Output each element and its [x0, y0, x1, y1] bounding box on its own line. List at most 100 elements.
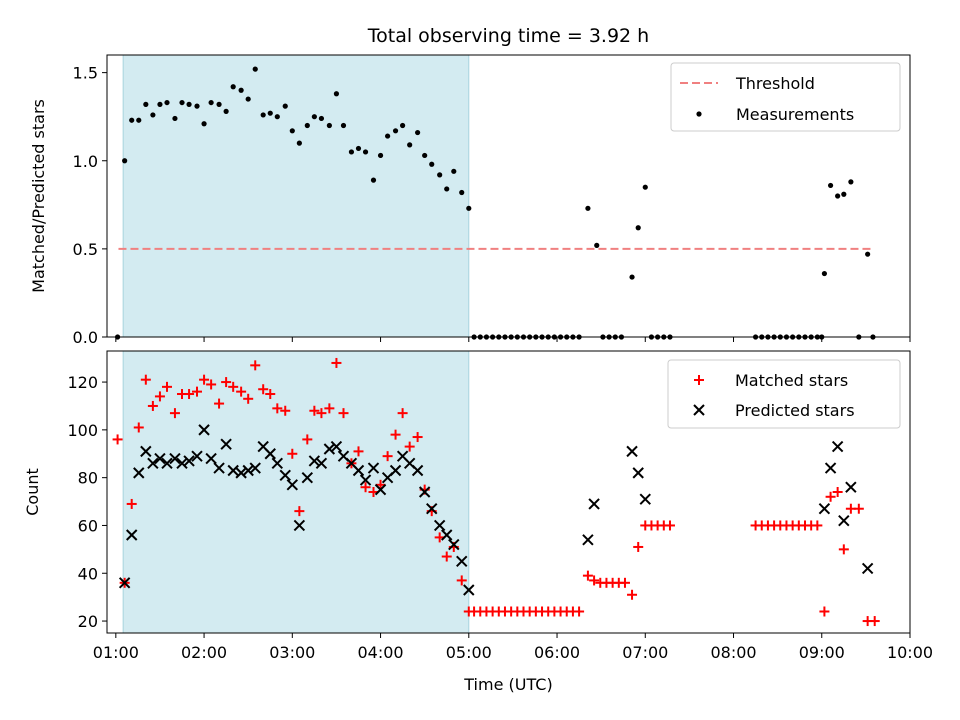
measurements-legend-label: Measurements [736, 105, 854, 124]
matched-star-point [397, 408, 408, 419]
time-x-axis: 01:00 02:00 03:00 04:00 05:00 06:00 07:00 08:00… [93, 633, 933, 662]
matched-star-point [184, 389, 195, 400]
matched-star-point [338, 408, 349, 419]
predicted-star-point [448, 538, 460, 551]
ratio-y-axis: 0.0 0.5 1.0 1.5 [73, 64, 107, 347]
predicted-star-point [242, 464, 254, 477]
predicted-star-point [154, 452, 166, 465]
measurement-point [289, 128, 295, 134]
predicted-star-point [861, 562, 874, 575]
measurement-point [311, 114, 317, 120]
predicted-star-point [271, 457, 284, 470]
x-tick-label: 10:00 [887, 643, 933, 662]
predicted-star-point [227, 464, 239, 477]
measurement-point [179, 99, 185, 106]
x-tick-label: 04:00 [357, 643, 403, 662]
predicted-star-point [308, 455, 321, 467]
matched-star-point [390, 429, 401, 440]
matched-star-point [382, 451, 393, 462]
predicted-star-point [411, 464, 424, 477]
x-tick-label: 05:00 [446, 643, 492, 662]
ratio-legend-box [670, 62, 901, 132]
predicted-star-point [352, 464, 365, 477]
matched-star-point [404, 441, 415, 452]
measurement-point [194, 103, 200, 109]
matched-star-point [812, 520, 823, 531]
measurement-point [835, 193, 841, 199]
predicted-legend-label: Predicted stars [735, 401, 855, 420]
measurement-point [459, 189, 465, 196]
measurement-point [245, 96, 251, 102]
x-tick-label: 01:00 [93, 643, 139, 662]
count-legend: Matched stars Predicted stars [667, 359, 901, 429]
measurement-point [129, 117, 135, 123]
matched-star-point [221, 377, 232, 388]
count-legend-box [667, 359, 901, 429]
matched-star-point [331, 357, 342, 368]
predicted-star-point [824, 462, 837, 474]
matched-star-point [250, 360, 261, 371]
predicted-stars-points [118, 424, 874, 596]
measurement-point [223, 108, 229, 114]
measurement-point [355, 145, 362, 152]
x-tick-label: 07:00 [622, 643, 668, 662]
measurement-point [444, 186, 450, 192]
matched-star-point [302, 434, 313, 445]
predicted-star-point [639, 493, 651, 505]
measurement-point [296, 140, 302, 146]
matched-star-point [280, 405, 291, 416]
measurement-point [260, 112, 266, 118]
predicted-star-point [198, 424, 210, 436]
predicted-star-point [588, 498, 600, 510]
measurement-point [362, 149, 369, 155]
predicted-star-point [838, 514, 850, 527]
measurement-point [274, 114, 280, 120]
measurement-point [186, 101, 192, 107]
matched-star-point [574, 606, 585, 617]
ratio-panel: 0.0 0.5 1.0 1.5 Total observing time = 3.92… [29, 25, 911, 347]
matched-star-point [664, 520, 675, 531]
predicted-star-point [126, 529, 138, 541]
predicted-star-point [441, 529, 453, 541]
time-x-label: Time (UTC) [463, 675, 552, 694]
measurement-point [267, 110, 273, 116]
matched-star-point [294, 506, 305, 517]
predicted-star-point [582, 534, 594, 546]
matched-legend-marker [694, 375, 704, 385]
predicted-star-point [818, 503, 831, 515]
x-tick-label: 09:00 [799, 643, 845, 662]
measurement-point [164, 99, 170, 106]
matched-star-point [825, 491, 836, 502]
predicted-star-point [133, 467, 145, 479]
measurement-point [415, 129, 421, 136]
matched-star-point [206, 379, 217, 390]
matched-star-point [147, 400, 158, 411]
predicted-star-point [301, 471, 314, 484]
ratio-plot-frame [106, 54, 911, 338]
predicted-star-point [831, 440, 844, 453]
measurement-point [635, 225, 641, 231]
measurement-point [827, 182, 834, 189]
measurement-point [392, 128, 399, 134]
predicted-star-point [213, 462, 225, 474]
threshold-legend-label: Threshold [735, 74, 815, 93]
count-panel: 20 40 60 80 100 120 01:00 02:00 03:00 04:00 05:00… [23, 350, 933, 694]
x-tick-label: 02:00 [181, 643, 227, 662]
matched-star-point [126, 498, 137, 509]
measurement-point [157, 101, 163, 107]
matched-star-point [412, 432, 423, 443]
matched-star-point [140, 374, 151, 385]
measurement-point [238, 87, 244, 93]
matched-star-point [633, 541, 644, 552]
measurement-point [429, 161, 435, 167]
y-tick-label: 100 [67, 421, 98, 440]
x-tick-label: 06:00 [534, 643, 580, 662]
count-plot-frame [106, 350, 911, 634]
measurement-point [848, 179, 854, 185]
y-tick-label: 0.5 [73, 240, 98, 259]
measurement-point [437, 172, 443, 178]
matched-star-point [353, 446, 364, 457]
predicted-star-point [456, 555, 468, 568]
matched-star-point [287, 448, 298, 459]
measurement-point [642, 184, 648, 190]
